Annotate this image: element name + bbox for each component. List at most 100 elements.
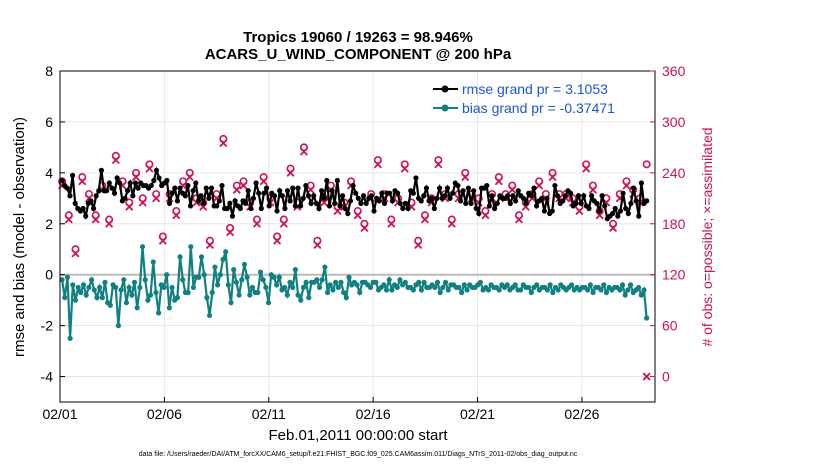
bias-point [59,277,65,283]
rmse-point [505,193,511,199]
obs-assimilated-point [145,164,154,173]
rmse-point [258,205,264,212]
rmse-point [308,200,314,206]
obs-assimilated-point [642,372,651,381]
bias-point [257,269,264,275]
obs-assimilated-point [252,219,261,228]
rmse-point [329,188,335,194]
bias-point [550,289,556,296]
obs-assimilated-point [152,194,161,203]
rmse-point [623,205,629,212]
bias-point [418,287,425,293]
y-tick-label-left: 2 [45,216,53,232]
bias-point [137,284,143,291]
rmse-point [568,190,574,196]
rmse-point [298,203,304,209]
obs-assimilated-point [219,139,228,148]
bias-point [147,292,154,298]
bias-point [206,312,213,319]
bias-point [335,284,341,291]
rmse-point [468,200,474,206]
obs-assimilated-point [125,202,134,211]
rmse-point [418,198,424,204]
rmse-point [114,175,120,181]
rmse-point [405,205,411,212]
rmse-point [279,193,285,199]
rmse-point [515,188,521,194]
obs-assimilated-point [91,215,100,224]
bias-point [346,274,352,280]
rmse-point [507,200,513,206]
bias-point [129,292,135,298]
rmse-point [486,203,492,209]
rmse-point [332,200,338,206]
bias-point [139,244,146,250]
rmse-point [602,203,608,209]
plot-frame [59,70,656,403]
rmse-point [282,205,288,212]
y-axis-label-right: # of obs: o=possible; ×=assimilated [699,127,715,346]
rmse-point [305,193,312,199]
obs-assimilated-point [105,219,114,228]
bias-point [496,287,502,293]
bias-point [622,292,628,298]
rmse-point [400,205,406,212]
bias-point [461,282,467,288]
bias-point [322,264,328,270]
bias-point [544,287,551,293]
bias-point [145,297,151,303]
bias-point [464,287,470,293]
bias-point [343,295,349,301]
rmse-point [630,185,637,191]
bias-point [590,289,596,296]
x-tick-label: 02/06 [147,406,182,422]
obs-assimilated-point [548,173,557,182]
bias-point [75,284,81,291]
bias-point [185,289,191,296]
rmse-point [594,200,600,206]
bias-point [209,289,215,296]
rmse-point [96,188,102,194]
bias-point [249,284,256,291]
bias-point [244,274,250,280]
chart-subtitle: ACARS_U_WIND_COMPONENT @ 200 hPa [204,46,512,63]
obs-assimilated-point [588,185,597,194]
x-tick-label: 02/21 [460,406,495,422]
bias-point [354,282,360,288]
rmse-point [237,205,243,212]
rmse-point [148,182,154,189]
rmse-point [350,182,356,189]
rmse-point [290,185,296,191]
bias-point [641,287,647,293]
y-tick-label-left: 6 [45,114,53,130]
rmse-point [187,203,194,209]
rmse-point [334,177,340,184]
bias-point [153,289,159,296]
bias-point [568,282,575,288]
y-ticks-right: 0 60 120 180 240 300 360 [650,63,686,385]
obs-possible-point [642,160,651,169]
y-tick-label-left: 0 [45,267,53,283]
bias-point [201,272,207,278]
obs-assimilated-point [535,181,544,190]
obs-assimilated-point [299,147,309,156]
legend-bias-marker [441,104,449,112]
bias-point [306,295,312,301]
rmse-point [277,188,283,194]
bias-point [188,244,194,250]
bias-point [228,300,234,306]
obs-assimilated-point [575,207,584,216]
rmse-point [177,185,183,191]
bias-point [113,284,119,291]
bias-point [332,279,339,285]
bias-point [386,277,392,283]
bias-point [555,287,561,293]
rmse-point [206,195,212,201]
obs-assimilated-point [158,236,167,245]
rmse-point [421,193,427,199]
bias-point [271,274,277,280]
rmse-point [111,190,118,196]
y-tick-label-left: -2 [41,318,54,334]
rmse-point [473,205,479,212]
rmse-point [460,188,466,194]
